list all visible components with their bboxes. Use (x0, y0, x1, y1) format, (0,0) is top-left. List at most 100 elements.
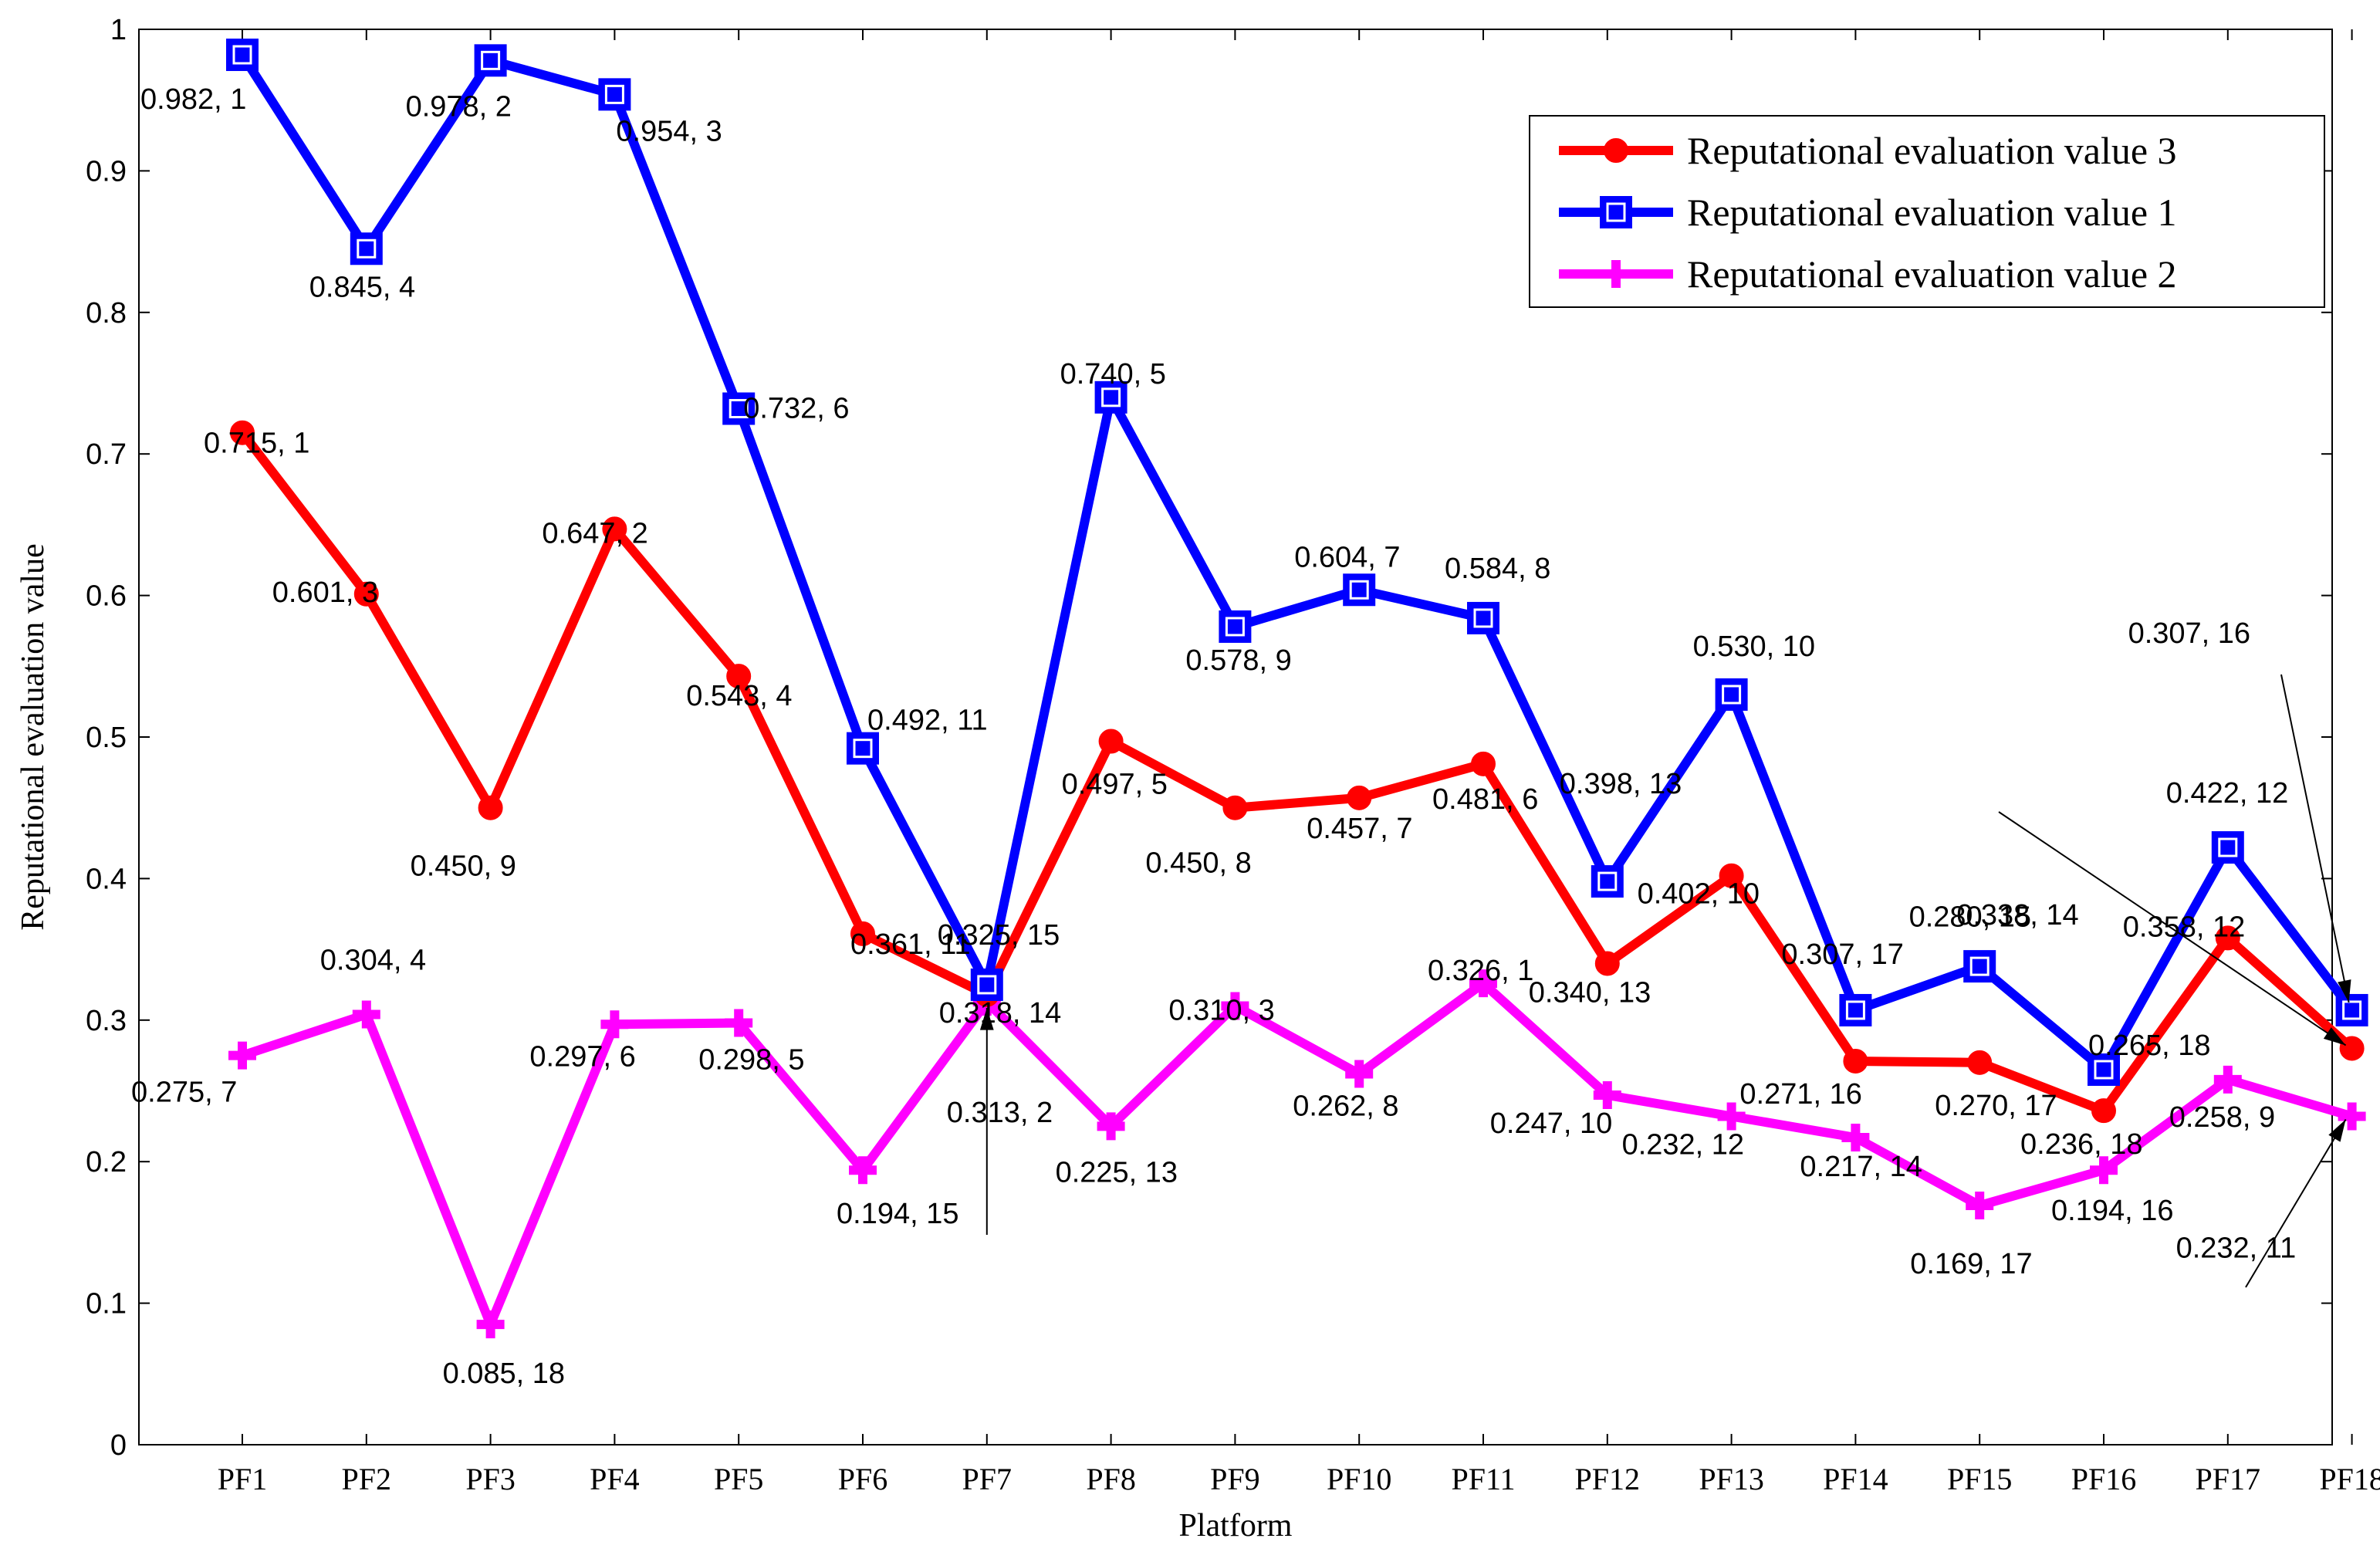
marker-red (230, 420, 255, 445)
marker-red (726, 664, 752, 689)
marker-blue-inner (2094, 1060, 2114, 1080)
marker-blue (2335, 993, 2368, 1026)
marker-blue-inner (604, 84, 624, 104)
data-label-blue: 0.578, 9 (1185, 644, 1291, 677)
marker-magenta (600, 1010, 629, 1039)
data-label-magenta: 0.310, 3 (1168, 994, 1274, 1026)
marker-red (1967, 1050, 1993, 1075)
marker-blue-inner (729, 399, 749, 419)
marker-blue-inner (232, 45, 252, 65)
legend-marker-blue-inner (1606, 202, 1626, 222)
x-tick-label: PF4 (590, 1462, 640, 1496)
y-tick-label: 0.1 (86, 1288, 127, 1320)
data-label-red: 0.450, 8 (1145, 847, 1251, 880)
marker-red (602, 516, 627, 542)
marker-blue-inner (1845, 1000, 1865, 1020)
data-label-blue: 0.732, 6 (743, 393, 849, 425)
data-label-magenta: 0.225, 13 (1056, 1156, 1178, 1189)
data-label-blue: 0.325, 15 (938, 919, 1060, 952)
data-label-red: 0.450, 9 (411, 850, 516, 883)
data-label-blue: 0.584, 8 (1445, 553, 1550, 585)
marker-blue-inner (357, 238, 377, 259)
data-label-red: 0.358, 12 (2123, 911, 2245, 943)
x-axis-title: Platform (1179, 1508, 1293, 1544)
data-label-red: 0.236, 18 (2020, 1128, 2142, 1161)
series-line-red (238, 428, 2357, 1116)
data-label-blue: 0.954, 3 (616, 115, 722, 147)
y-tick-label: 0.4 (86, 863, 127, 895)
data-label-blue: 0.740, 5 (1060, 358, 1166, 391)
x-tick-label: PF17 (2196, 1462, 2261, 1496)
data-label-red: 0.271, 16 (1739, 1078, 1861, 1111)
data-label-blue: 0.338, 14 (1956, 899, 2078, 932)
marker-magenta (228, 1041, 256, 1070)
data-label-red: 0.361, 11 (850, 928, 971, 961)
x-tick-label: PF15 (1947, 1462, 2013, 1496)
x-tick-label: PF18 (2319, 1462, 2380, 1496)
marker-magenta (849, 1156, 877, 1185)
y-tick-label: 0.8 (86, 297, 127, 330)
data-labels-layer: 0.715, 1 0.601, 3 0.450, 9 0.647, 2 0.543, 4… (131, 83, 2351, 1390)
marker-blue-inner (853, 739, 873, 759)
data-label-magenta: 0.169, 17 (1910, 1248, 2032, 1280)
y-tick-label: 0.9 (86, 155, 127, 188)
marker-blue (1715, 678, 1748, 711)
y-tick-label: 0.2 (86, 1146, 127, 1178)
marker-red (1222, 795, 1248, 820)
x-tick-label: PF3 (465, 1462, 516, 1496)
marker-red (2215, 925, 2240, 951)
data-label-magenta: 0.275, 7 (131, 1077, 237, 1109)
x-tick-label: PF6 (838, 1462, 888, 1496)
y-tick-label: 0 (110, 1429, 127, 1462)
marker-magenta (2338, 1102, 2366, 1131)
data-label-red: 0.715, 1 (204, 428, 309, 460)
data-label-blue: 0.845, 4 (309, 271, 415, 303)
data-label-blue: 0.978, 2 (406, 90, 512, 123)
data-label-magenta: 0.247, 10 (1490, 1107, 1612, 1140)
axes-layer: 0 0.1 0.2 0.3 0.4 0.5 0.6 0.7 0.8 0.9 1 PF1 PF2 PF3 PF… (86, 14, 2380, 1496)
legend-label-blue: Reputational evaluation value 1 (1687, 191, 2177, 234)
marker-magenta (725, 1009, 753, 1037)
marker-blue (1467, 601, 1499, 634)
marker-blue (598, 78, 631, 111)
data-label-blue: 0.982, 1 (140, 83, 246, 116)
data-label-magenta: 0.297, 6 (529, 1040, 635, 1073)
marker-red (478, 795, 503, 820)
legend-marker-magenta (1602, 260, 1630, 288)
annotation-arrow-head (2328, 1119, 2346, 1142)
marker-red (1719, 863, 1744, 888)
data-label-red: 0.647, 2 (542, 517, 647, 549)
data-label-blue: 0.307, 16 (2128, 617, 2250, 650)
y-tick-label: 1 (110, 14, 127, 46)
marker-magenta (1593, 1081, 1621, 1109)
marker-red (1471, 751, 1496, 776)
data-label-blue: 0.530, 10 (1693, 631, 1815, 663)
marker-magenta (1469, 969, 1497, 998)
marker-red (1347, 785, 1372, 810)
annotation-arrow-head (979, 1007, 994, 1030)
y-tick-label: 0.6 (86, 580, 127, 613)
data-label-magenta: 0.194, 15 (837, 1198, 958, 1230)
marker-blue-inner (1101, 387, 1121, 407)
marker-red (2091, 1098, 2116, 1124)
y-tick-label: 0.7 (86, 438, 127, 471)
marker-blue (350, 232, 383, 265)
marker-magenta (2213, 1065, 2242, 1094)
marker-blue-inner (1969, 956, 1990, 976)
marker-blue-inner (2342, 1000, 2362, 1020)
data-label-magenta: 0.313, 2 (947, 1097, 1053, 1129)
marker-blue (722, 392, 756, 425)
data-label-blue: 0.398, 13 (1560, 768, 1682, 800)
x-tick-label: PF8 (1086, 1462, 1136, 1496)
y-tick-label: 0.5 (86, 722, 127, 754)
marker-blue (474, 44, 507, 77)
data-label-magenta: 0.232, 12 (1622, 1129, 1744, 1161)
marker-blue-inner (1597, 871, 1618, 891)
series-line-magenta (238, 979, 2357, 1330)
y-axis-title: Reputational evaluation value (15, 543, 51, 931)
marker-magenta (352, 1000, 380, 1029)
x-tick-label: PF16 (2071, 1462, 2137, 1496)
marker-blue-inner (1349, 580, 1369, 600)
annotation-arrow-line (2280, 674, 2350, 1003)
data-label-red: 0.270, 17 (1935, 1090, 2057, 1122)
